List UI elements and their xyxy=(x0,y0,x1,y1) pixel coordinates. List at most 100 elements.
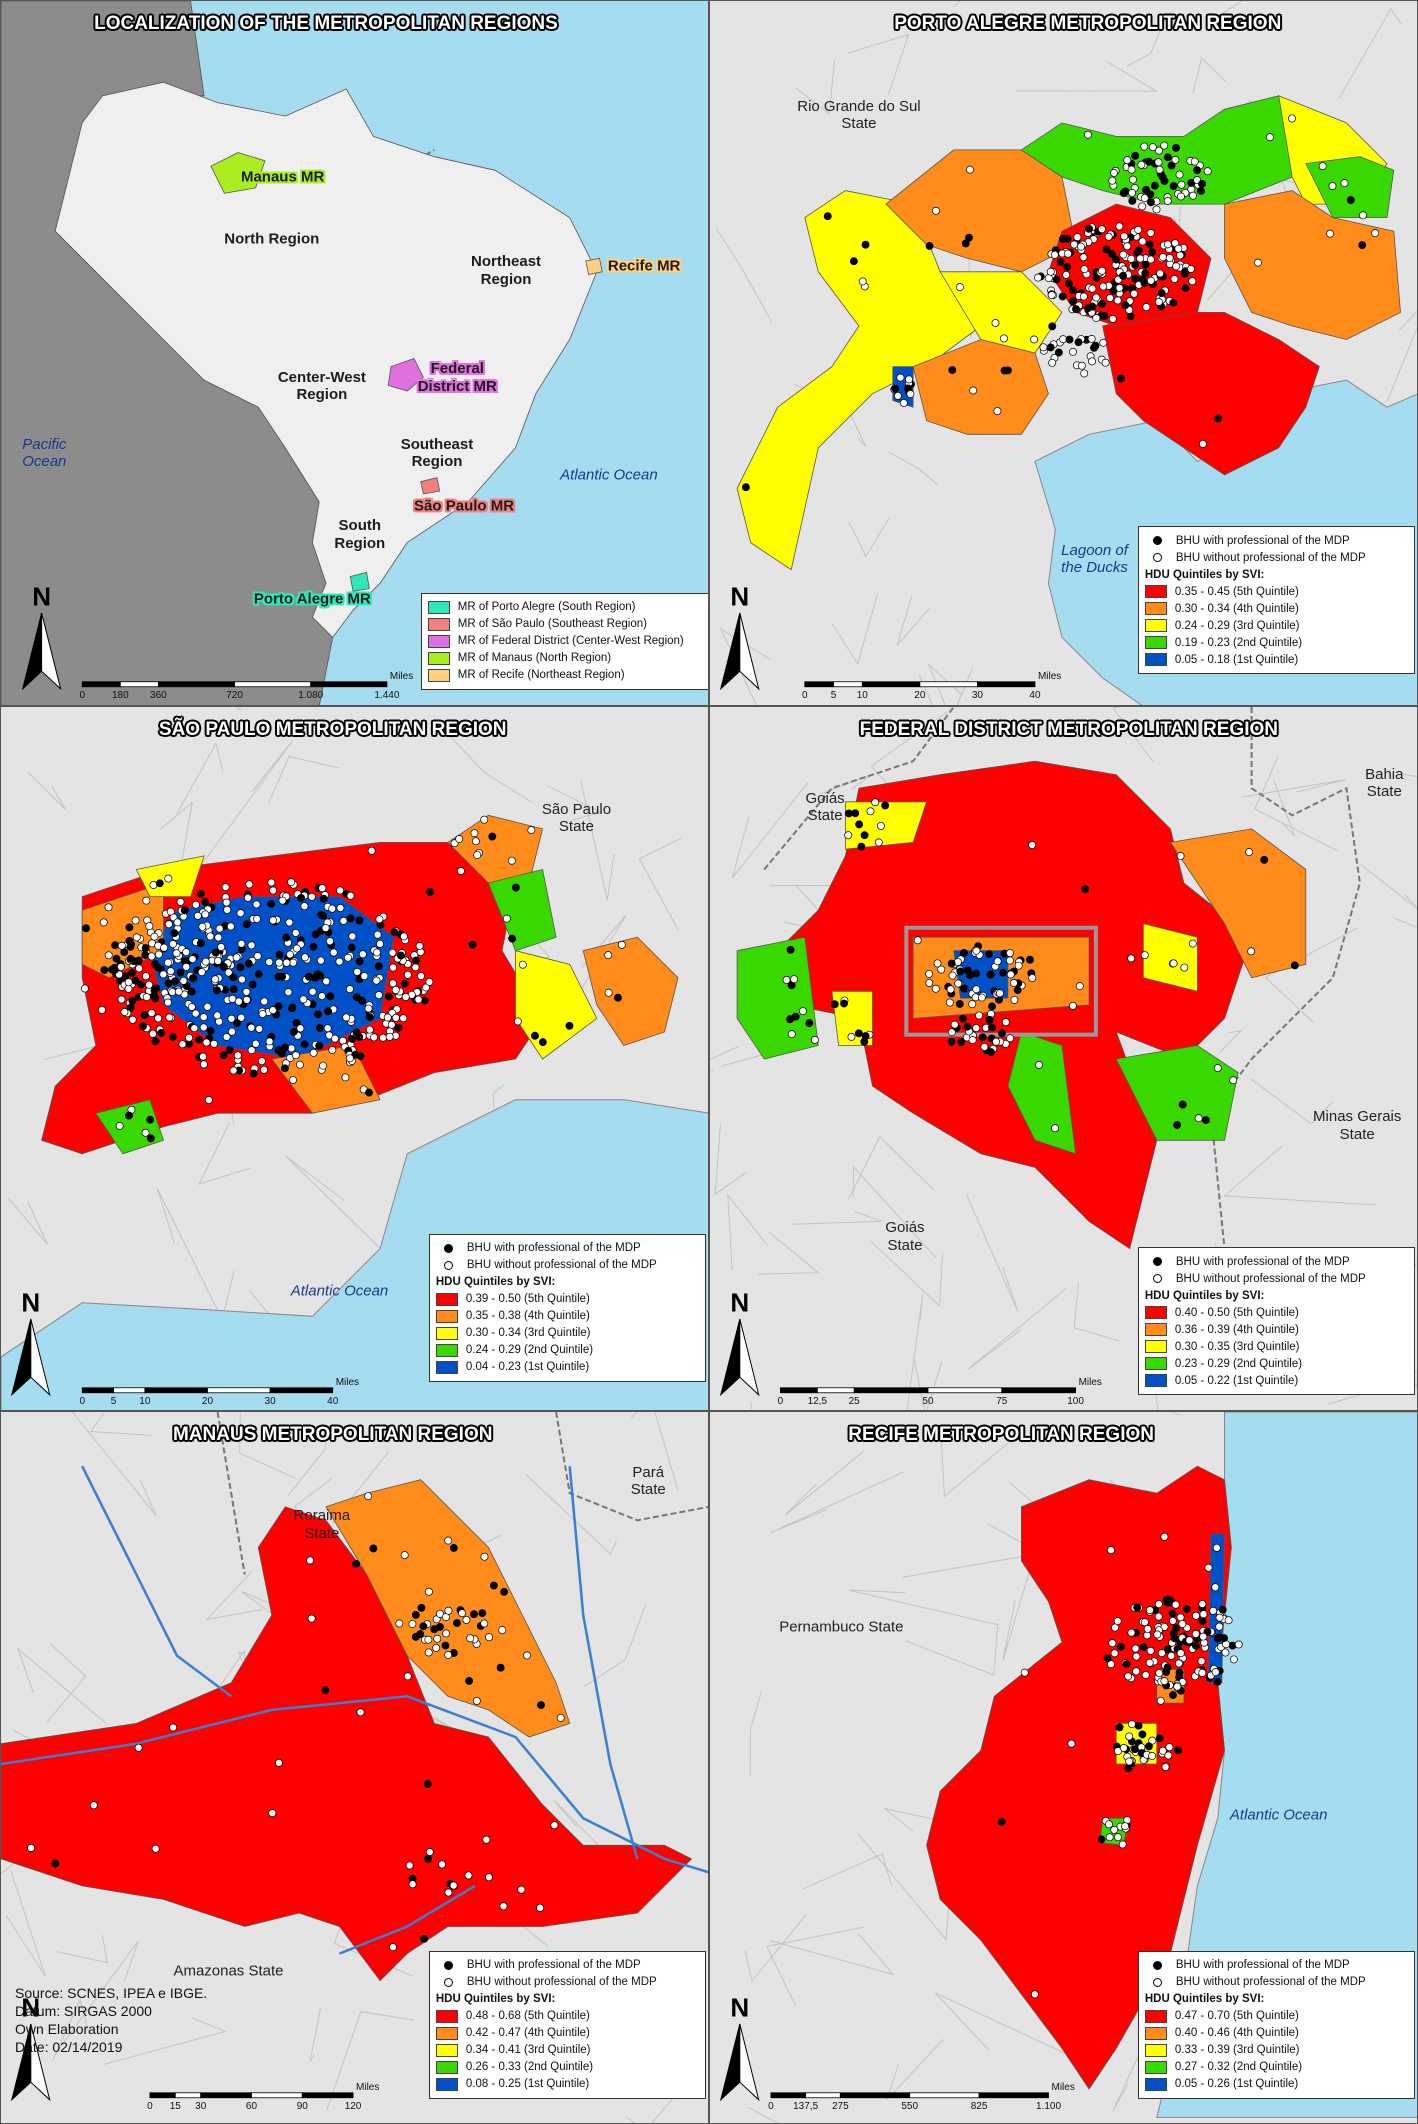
health-unit xyxy=(1143,1624,1152,1633)
health-unit xyxy=(1074,338,1083,347)
boundary xyxy=(546,785,602,821)
legend-dot xyxy=(443,1243,453,1253)
boundary xyxy=(52,1998,90,2061)
health-unit xyxy=(1178,1100,1187,1109)
health-unit xyxy=(1080,265,1089,274)
health-unit xyxy=(947,1028,956,1037)
boundary xyxy=(1393,917,1417,928)
boundary xyxy=(953,1,961,7)
health-unit xyxy=(244,959,253,968)
health-unit xyxy=(556,1713,565,1722)
health-unit xyxy=(245,880,254,889)
health-unit xyxy=(937,965,946,974)
health-unit xyxy=(278,972,287,981)
health-unit xyxy=(1106,294,1114,302)
health-unit xyxy=(372,976,381,985)
health-unit xyxy=(441,1641,450,1650)
legend-label: 0.35 - 0.45 (5th Quintile) xyxy=(1174,585,1299,598)
health-unit xyxy=(899,399,908,407)
boundary xyxy=(287,1424,328,1496)
legend-swatch xyxy=(435,2043,458,2057)
health-unit xyxy=(117,995,126,1004)
health-unit xyxy=(417,972,425,980)
health-unit xyxy=(168,940,177,949)
legend-label: 0.24 - 0.29 (3rd Quintile) xyxy=(1174,619,1300,632)
scale-unit: Miles xyxy=(389,670,414,682)
health-unit xyxy=(948,971,957,980)
health-unit xyxy=(847,1032,856,1041)
health-unit xyxy=(536,1903,545,1912)
health-unit xyxy=(346,891,355,900)
health-unit xyxy=(462,1615,471,1624)
north-arrow xyxy=(719,612,741,691)
health-unit xyxy=(1145,1606,1154,1615)
health-unit xyxy=(538,1038,547,1047)
health-unit xyxy=(1067,1739,1076,1748)
health-unit xyxy=(141,1128,150,1137)
health-unit xyxy=(339,916,348,925)
health-unit xyxy=(403,1672,412,1681)
health-unit xyxy=(328,1045,337,1054)
legend-swatch xyxy=(1144,653,1167,667)
health-unit xyxy=(286,950,294,959)
scale-label: 0 xyxy=(147,2100,153,2112)
region xyxy=(420,477,441,495)
legend-label: MR of Federal District (Center-West Regi… xyxy=(457,635,684,648)
health-unit xyxy=(100,966,109,974)
health-unit xyxy=(365,1025,374,1034)
boundary xyxy=(1264,927,1358,1023)
scale-segment xyxy=(805,2092,841,2099)
health-unit xyxy=(249,1069,258,1078)
health-unit xyxy=(215,924,224,933)
legend-label: 0.40 - 0.46 (4th Quintile) xyxy=(1174,2027,1299,2040)
legend-swatch xyxy=(1144,636,1167,650)
legend-label: 0.05 - 0.26 (1st Quintile) xyxy=(1174,2078,1299,2091)
health-unit xyxy=(376,939,384,948)
health-unit xyxy=(1254,258,1262,267)
health-unit xyxy=(1068,1001,1077,1010)
legend-row: 0.23 - 0.29 (2nd Quintile) xyxy=(1144,1355,1409,1372)
health-unit xyxy=(1190,157,1199,166)
legend-swatch xyxy=(1144,2026,1167,2040)
boundary xyxy=(886,2039,944,2101)
boundary xyxy=(1073,1282,1120,1342)
place-label: Pará State xyxy=(630,1463,666,1499)
health-unit xyxy=(1054,348,1063,357)
health-unit xyxy=(193,911,202,920)
health-unit xyxy=(470,829,479,838)
health-unit xyxy=(97,1005,106,1014)
health-unit xyxy=(426,887,435,896)
health-unit xyxy=(1115,1723,1124,1732)
health-unit xyxy=(299,995,308,1004)
health-unit xyxy=(1056,258,1065,266)
health-unit xyxy=(318,884,327,893)
health-unit xyxy=(523,1651,531,1660)
health-unit xyxy=(500,1587,509,1596)
health-unit xyxy=(1154,1600,1163,1609)
health-unit xyxy=(1198,1600,1207,1609)
health-unit xyxy=(229,985,238,994)
legend-row: BHU without professional of the MDP xyxy=(436,1257,700,1274)
health-unit xyxy=(1168,1609,1177,1618)
scale-label: 360 xyxy=(150,689,167,701)
health-unit xyxy=(412,956,420,965)
health-unit xyxy=(1001,1018,1010,1027)
health-unit xyxy=(147,952,156,961)
health-unit xyxy=(1214,414,1223,423)
boundary xyxy=(1002,1541,1039,1661)
health-unit xyxy=(1156,1696,1165,1705)
health-unit xyxy=(955,999,964,1008)
health-unit xyxy=(933,959,942,968)
health-unit xyxy=(1134,1721,1143,1730)
scale-segment xyxy=(770,2092,807,2099)
north-arrow xyxy=(30,1318,51,1397)
place-label: Goiás State xyxy=(805,789,845,825)
health-unit xyxy=(810,1035,819,1044)
health-unit xyxy=(433,1634,442,1643)
health-unit xyxy=(969,386,978,395)
health-unit xyxy=(187,1003,196,1011)
legend-row: 0.19 - 0.23 (2nd Quintile) xyxy=(1144,634,1409,651)
scale-label: 0 xyxy=(79,689,86,701)
health-unit xyxy=(968,1000,977,1009)
health-unit xyxy=(485,1633,494,1642)
